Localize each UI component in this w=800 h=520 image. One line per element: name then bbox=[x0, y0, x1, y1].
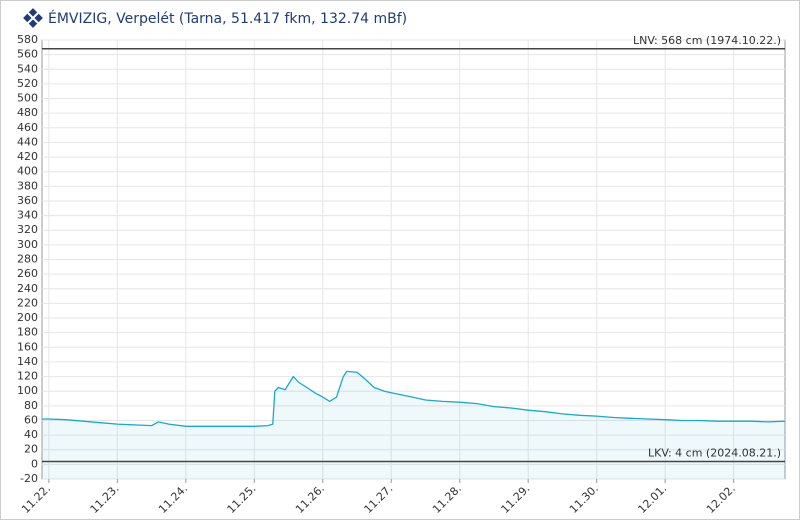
y-tick-label: 120 bbox=[17, 370, 38, 383]
y-tick-label: 260 bbox=[17, 267, 38, 280]
y-tick-label: 160 bbox=[17, 340, 38, 353]
y-tick-label: 180 bbox=[17, 326, 38, 339]
reference-label: LKV: 4 cm (2024.08.21.) bbox=[648, 446, 781, 459]
line bbox=[42, 370, 786, 427]
chart-title: ÉMVIZIG, Verpelét (Tarna, 51.417 fkm, 13… bbox=[48, 10, 407, 27]
y-tick-label: 380 bbox=[17, 179, 38, 192]
y-tick-label: 220 bbox=[17, 296, 38, 309]
y-tick-label: 280 bbox=[17, 253, 38, 266]
reference-label: LNV: 568 cm (1974.10.22.) bbox=[633, 34, 781, 47]
y-tick-label: 420 bbox=[17, 150, 38, 163]
y-tick-label: 20 bbox=[24, 443, 38, 456]
y-tick-label: 340 bbox=[17, 209, 38, 222]
y-tick-label: 440 bbox=[17, 135, 38, 148]
y-tick-label: 240 bbox=[17, 282, 38, 295]
y-tick-label: 200 bbox=[17, 311, 38, 324]
y-tick-label: 320 bbox=[17, 223, 38, 236]
y-tick-label: 140 bbox=[17, 355, 38, 368]
y-tick-label: 300 bbox=[17, 238, 38, 251]
area bbox=[42, 371, 785, 479]
y-tick-label: 500 bbox=[17, 92, 38, 105]
y-tick-label: 100 bbox=[17, 384, 38, 397]
y-tick-label: -20 bbox=[20, 472, 38, 485]
y-tick-label: 480 bbox=[17, 106, 38, 119]
y-tick-label: 460 bbox=[17, 121, 38, 134]
y-tick-label: 540 bbox=[17, 62, 38, 75]
y-tick-label: 80 bbox=[24, 399, 38, 412]
y-tick-label: 60 bbox=[24, 413, 38, 426]
y-tick-label: 40 bbox=[24, 428, 38, 441]
y-tick-label: 520 bbox=[17, 77, 38, 90]
y-tick-label: 0 bbox=[31, 457, 38, 470]
y-tick-label: 560 bbox=[17, 48, 38, 61]
y-tick-label: 400 bbox=[17, 165, 38, 178]
logo bbox=[23, 8, 43, 28]
y-tick-label: 360 bbox=[17, 194, 38, 207]
y-tick-label: 580 bbox=[17, 33, 38, 46]
